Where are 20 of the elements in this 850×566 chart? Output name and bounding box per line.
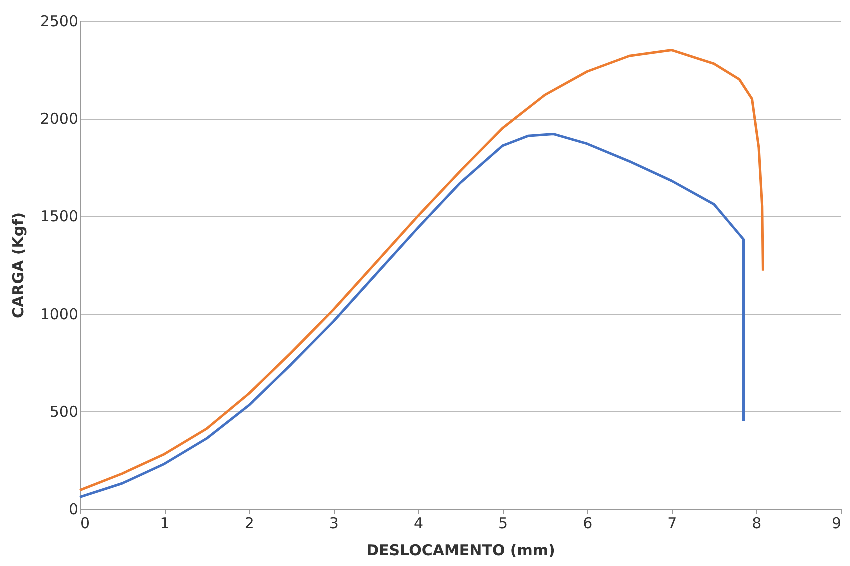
x-tick-label: 2 <box>244 514 254 532</box>
y-tick-label: 2500 <box>40 12 78 30</box>
x-axis-title: DESLOCAMENTO (mm) <box>366 542 556 560</box>
line-series <box>78 49 764 492</box>
y-tick-label: 2000 <box>40 110 78 128</box>
y-tick-label: 1000 <box>40 305 78 324</box>
y-axis-title: CARGA (Kgf) <box>9 212 28 318</box>
x-tick-label: 3 <box>329 514 339 532</box>
x-tick-label: 8 <box>752 514 762 532</box>
x-tick-label: 9 <box>832 514 842 532</box>
y-tick-label: 0 <box>68 500 78 518</box>
line-series <box>78 132 746 499</box>
x-tick-label: 5 <box>498 514 508 532</box>
x-tick-label: 6 <box>583 514 593 532</box>
x-tick-label: 4 <box>414 514 424 532</box>
y-tick-label: 500 <box>50 402 78 421</box>
x-tick-label: 1 <box>160 514 170 532</box>
y-tick-label: 1500 <box>40 208 78 226</box>
x-tick-label: 0 <box>80 514 90 532</box>
x-tick-label: 7 <box>668 514 678 532</box>
